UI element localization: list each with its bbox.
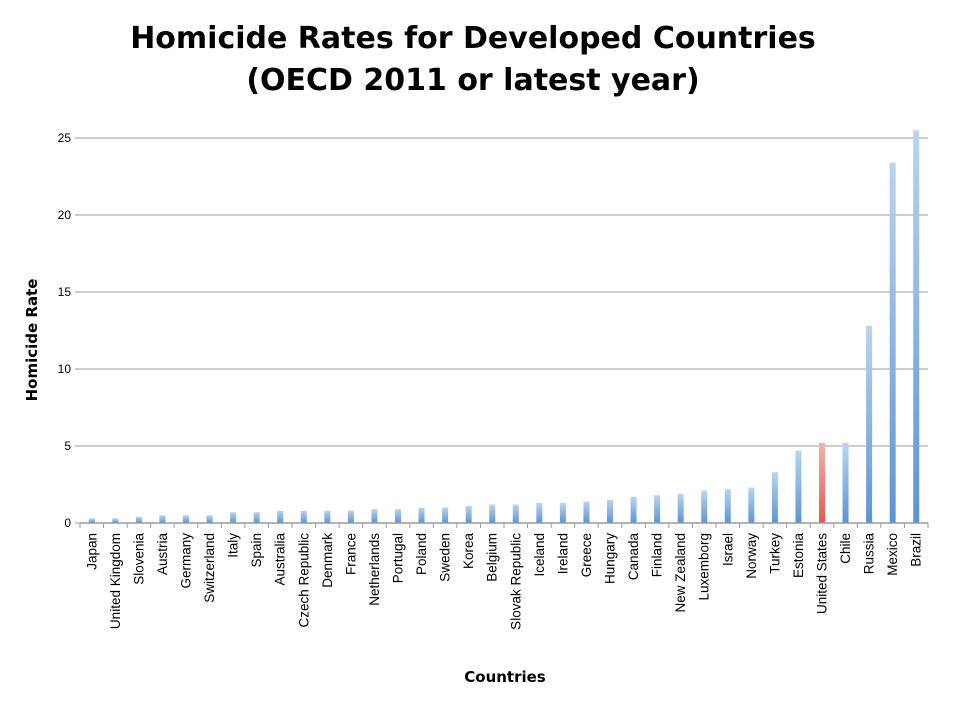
x-label-australia: Australia (273, 533, 288, 586)
y-tick-label-5: 5 (64, 439, 71, 453)
x-label-turkey: Turkey (767, 533, 782, 574)
bar-denmark (324, 510, 331, 523)
x-label-russia: Russia (862, 533, 877, 575)
x-label-denmark: Denmark (320, 533, 335, 588)
x-label-czech-republic: Czech Republic (296, 533, 311, 628)
bar-chile (842, 442, 849, 523)
bar-korea (465, 506, 472, 523)
bar-estonia (795, 450, 802, 523)
bar-france (347, 510, 354, 523)
y-axis-title: Homicide Rate (23, 279, 41, 402)
x-label-japan: Japan (84, 533, 99, 570)
x-label-sweden: Sweden (438, 533, 453, 582)
bar-luxemborg (701, 490, 708, 523)
bar-netherlands (371, 509, 378, 523)
bar-italy (230, 512, 237, 523)
bar-sweden (442, 507, 449, 523)
bar-united-states (819, 442, 825, 523)
y-tick-label-0: 0 (64, 516, 71, 530)
x-label-belgium: Belgium (485, 533, 500, 582)
x-label-united-states: United States (815, 533, 830, 614)
x-label-new-zealand: New Zealand (673, 533, 688, 613)
x-label-luxemborg: Luxemborg (697, 533, 712, 601)
bar-israel (724, 489, 731, 523)
bar-united-kingdom (112, 518, 119, 523)
x-label-italy: Italy (226, 533, 241, 558)
x-label-united-kingdom: United Kingdom (108, 533, 123, 629)
y-tick-labels: 0 5 10 15 20 25 (58, 131, 80, 530)
bar-new-zealand (677, 493, 684, 523)
x-label-spain: Spain (249, 533, 264, 568)
bar-russia (866, 325, 873, 523)
x-label-greece: Greece (579, 533, 594, 577)
bar-czech-republic (300, 510, 307, 523)
x-label-iceland: Iceland (532, 533, 547, 577)
x-label-switzerland: Switzerland (202, 533, 217, 603)
bar-greece (583, 501, 590, 523)
bar-iceland (536, 502, 543, 523)
x-label-estonia: Estonia (791, 533, 806, 579)
bar-belgium (489, 504, 496, 523)
x-label-austria: Austria (155, 533, 170, 576)
x-label-ireland: Ireland (555, 533, 570, 574)
x-label-brazil: Brazil (909, 533, 924, 567)
bar-germany (183, 515, 189, 523)
x-label-netherlands: Netherlands (367, 533, 382, 606)
bar-switzerland (206, 515, 213, 523)
bar-ireland (559, 502, 566, 523)
x-label-finland: Finland (650, 533, 665, 577)
x-label-mexico: Mexico (885, 533, 900, 576)
x-label-israel: Israel (720, 533, 735, 566)
x-label-norway: Norway (744, 533, 759, 579)
bar-hungary (607, 499, 613, 523)
y-tick-label-25: 25 (58, 131, 72, 145)
bar-slovak-republic (512, 504, 519, 523)
y-tick-label-20: 20 (58, 208, 72, 222)
chart-title-line-1: Homicide Rates for Developed Countries (130, 21, 816, 56)
gridlines (80, 137, 928, 447)
bar-poland (418, 507, 425, 523)
x-label-canada: Canada (626, 533, 641, 581)
x-axis-title: Countries (464, 668, 546, 686)
x-label-slovenia: Slovenia (131, 533, 146, 585)
x-category-labels: Japan United Kingdom Slovenia Austria German… (84, 533, 923, 630)
x-label-chile: Chile (838, 533, 853, 564)
x-label-slovak-republic: Slovak Republic (508, 533, 523, 630)
bar-slovenia (135, 516, 142, 523)
y-tick-label-15: 15 (58, 285, 72, 299)
x-label-portugal: Portugal (391, 533, 406, 583)
bar-japan (88, 518, 95, 523)
bar-spain (253, 512, 260, 523)
y-tick-label-10: 10 (58, 362, 72, 376)
x-label-france: France (343, 533, 358, 575)
bars (88, 130, 920, 524)
bar-norway (748, 487, 755, 523)
x-label-hungary: Hungary (603, 533, 618, 584)
bar-canada (630, 496, 637, 523)
x-label-korea: Korea (461, 533, 476, 570)
x-label-poland: Poland (414, 533, 429, 575)
bar-portugal (395, 509, 401, 523)
bar-australia (277, 510, 284, 523)
x-label-germany: Germany (179, 533, 194, 589)
x-tick-marks (79, 523, 929, 528)
bar-turkey (771, 472, 778, 523)
bar-brazil (913, 130, 920, 524)
bar-finland (654, 495, 661, 523)
bar-mexico (889, 162, 896, 523)
chart-title-line-2: (OECD 2011 or latest year) (246, 63, 699, 98)
bar-austria (159, 515, 166, 523)
